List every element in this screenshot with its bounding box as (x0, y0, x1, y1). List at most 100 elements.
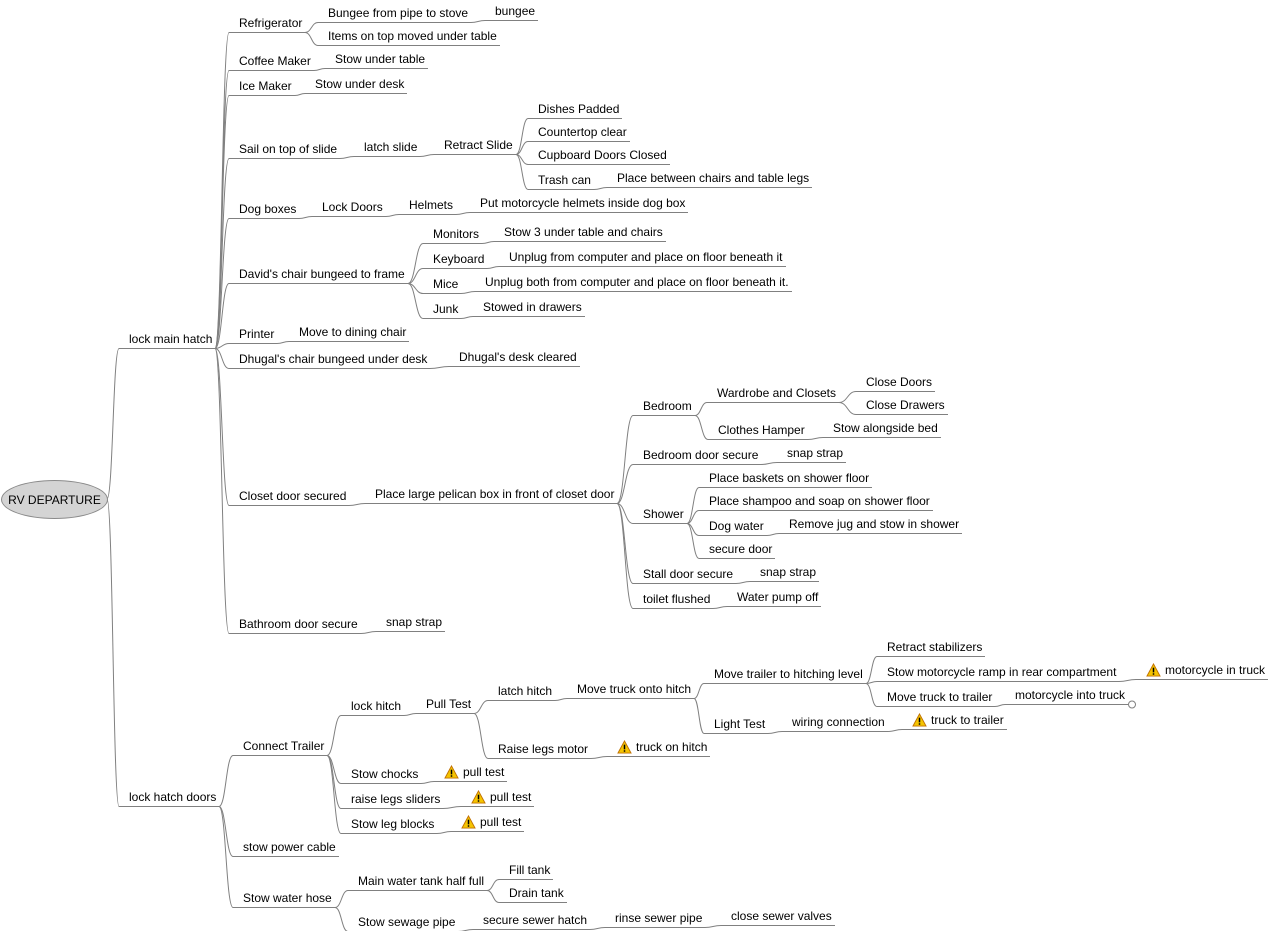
node-label: truck to trailer (931, 713, 1004, 727)
mindmap-node[interactable]: truck to trailer (912, 712, 1004, 727)
mindmap-node[interactable]: Close Drawers (866, 398, 945, 412)
mindmap-node[interactable]: Dog water (709, 519, 764, 533)
mindmap-node[interactable]: Move truck onto hitch (577, 682, 691, 696)
mindmap-node[interactable]: truck on hitch (617, 739, 707, 754)
mindmap-node[interactable]: Bedroom (643, 399, 692, 413)
mindmap-node[interactable]: Helmets (409, 198, 453, 212)
mindmap-node[interactable]: Light Test (714, 717, 765, 731)
mindmap-node[interactable]: Countertop clear (538, 125, 627, 139)
mindmap-node[interactable]: Stow water hose (243, 891, 332, 905)
mindmap-node[interactable]: Stow 3 under table and chairs (504, 225, 663, 239)
node-label: motorcycle into truck (1015, 688, 1126, 702)
mindmap-node[interactable]: Keyboard (433, 252, 484, 266)
connector-line (218, 806, 234, 857)
mindmap-node[interactable]: Bungee from pipe to stove (328, 6, 468, 20)
mindmap-node[interactable]: wiring connection (792, 715, 885, 729)
mindmap-node[interactable]: Place shampoo and soap on shower floor (709, 494, 930, 508)
mindmap-node[interactable]: Raise legs motor (498, 742, 588, 756)
mindmap-node[interactable]: pull test (461, 814, 521, 829)
mindmap-node[interactable]: pull test (471, 789, 531, 804)
mindmap-node[interactable]: close sewer valves (731, 909, 832, 923)
mindmap-node[interactable]: Trash can (538, 173, 591, 187)
mindmap-node[interactable]: Wardrobe and Closets (717, 386, 836, 400)
connector-line (838, 391, 857, 403)
mindmap-node[interactable]: Shower (643, 507, 684, 521)
mindmap-node[interactable]: Stowed in drawers (483, 300, 582, 314)
root-node[interactable]: RV DEPARTURE (1, 480, 108, 519)
mindmap-node[interactable]: rinse sewer pipe (615, 911, 702, 925)
node-label: Helmets (409, 198, 454, 212)
mindmap-node[interactable]: Monitors (433, 227, 479, 241)
mindmap-node[interactable]: Put motorcycle helmets inside dog box (480, 196, 685, 210)
mindmap-node[interactable]: Stow under desk (315, 77, 404, 91)
mindmap-node[interactable]: Unplug both from computer and place on f… (485, 275, 789, 289)
mindmap-node[interactable]: Water pump off (737, 590, 818, 604)
mindmap-node[interactable]: Cupboard Doors Closed (538, 148, 667, 162)
mindmap-node[interactable]: Printer (239, 327, 274, 341)
mindmap-node[interactable]: Place baskets on shower floor (709, 471, 869, 485)
mindmap-node[interactable]: Sail on top of slide (239, 142, 337, 156)
mindmap-node[interactable]: motorcycle into truck (1015, 688, 1125, 702)
mindmap-node[interactable]: Stow under table (335, 52, 425, 66)
mindmap-node[interactable]: Stow leg blocks (351, 817, 434, 831)
mindmap-node[interactable]: Bathroom door secure (239, 617, 358, 631)
mindmap-node[interactable]: motorcycle in truck (1146, 662, 1265, 677)
mindmap-node[interactable]: Move to dining chair (299, 325, 406, 339)
mindmap-node[interactable]: pull test (444, 764, 504, 779)
mindmap-node[interactable]: Retract stabilizers (887, 640, 982, 654)
mindmap-node[interactable]: Closet door secured (239, 489, 346, 503)
mindmap-node[interactable]: secure sewer hatch (483, 913, 587, 927)
mindmap-node[interactable]: Stow motorcycle ramp in rear compartment (887, 665, 1116, 679)
mindmap-node[interactable]: Mice (433, 277, 458, 291)
mindmap-node[interactable]: latch slide (364, 140, 417, 154)
mindmap-node[interactable]: secure door (709, 542, 772, 556)
node-label: Bedroom door secure (643, 448, 759, 462)
mindmap-node[interactable]: Lock Doors (322, 200, 383, 214)
mindmap-node[interactable]: Coffee Maker (239, 54, 311, 68)
mindmap-node[interactable]: Move truck to trailer (887, 690, 992, 704)
mindmap-node[interactable]: Drain tank (509, 886, 564, 900)
mindmap-node[interactable]: Stow alongside bed (833, 421, 938, 435)
fold-toggle-icon[interactable] (1128, 700, 1136, 709)
mindmap-node[interactable]: Pull Test (426, 697, 471, 711)
mindmap-node[interactable]: Ice Maker (239, 79, 292, 93)
mindmap-node[interactable]: Items on top moved under table (328, 29, 497, 43)
mindmap-node[interactable]: Move trailer to hitching level (714, 667, 863, 681)
mindmap-node[interactable]: lock main hatch (129, 332, 212, 346)
mindmap-node[interactable]: snap strap (760, 565, 816, 579)
mindmap-node[interactable]: snap strap (386, 615, 442, 629)
node-label: Place baskets on shower floor (709, 471, 870, 485)
mindmap-node[interactable]: Retract Slide (444, 138, 513, 152)
mindmap-node[interactable]: toilet flushed (643, 592, 710, 606)
mindmap-node[interactable]: latch hitch (498, 684, 552, 698)
connector-line (304, 32, 319, 46)
mindmap-node[interactable]: Remove jug and stow in shower (789, 517, 959, 531)
mindmap-node[interactable]: Connect Trailer (243, 739, 324, 753)
mindmap-node[interactable]: Dishes Padded (538, 102, 619, 116)
node-label: Move truck onto hitch (577, 682, 692, 696)
mindmap-node[interactable]: Bedroom door secure (643, 448, 758, 462)
mindmap-node[interactable]: lock hatch doors (129, 790, 216, 804)
mindmap-node[interactable]: Dhugal's desk cleared (459, 350, 577, 364)
mindmap-node[interactable]: lock hitch (351, 699, 401, 713)
mindmap-node[interactable]: Main water tank half full (358, 874, 484, 888)
mindmap-node[interactable]: Stall door secure (643, 567, 733, 581)
mindmap-node[interactable]: Place large pelican box in front of clos… (375, 487, 614, 501)
mindmap-node[interactable]: Close Doors (866, 375, 932, 389)
mindmap-node[interactable]: raise legs sliders (351, 792, 440, 806)
mindmap-node[interactable]: Refrigerator (239, 16, 302, 30)
mindmap-node[interactable]: Unplug from computer and place on floor … (509, 250, 783, 264)
mindmap-node[interactable]: Clothes Hamper (718, 423, 805, 437)
mindmap-node[interactable]: Place between chairs and table legs (617, 171, 809, 185)
mindmap-node[interactable]: bungee (495, 4, 535, 18)
connector-line (214, 348, 230, 506)
mindmap-node[interactable]: snap strap (787, 446, 843, 460)
mindmap-node[interactable]: Stow sewage pipe (358, 915, 455, 929)
mindmap-node[interactable]: David's chair bungeed to frame (239, 267, 405, 281)
mindmap-node[interactable]: stow power cable (243, 840, 336, 854)
mindmap-node[interactable]: Dhugal's chair bungeed under desk (239, 352, 427, 366)
mindmap-node[interactable]: Stow chocks (351, 767, 418, 781)
mindmap-node[interactable]: Junk (433, 302, 458, 316)
mindmap-node[interactable]: Dog boxes (239, 202, 296, 216)
mindmap-node[interactable]: Fill tank (509, 863, 550, 877)
